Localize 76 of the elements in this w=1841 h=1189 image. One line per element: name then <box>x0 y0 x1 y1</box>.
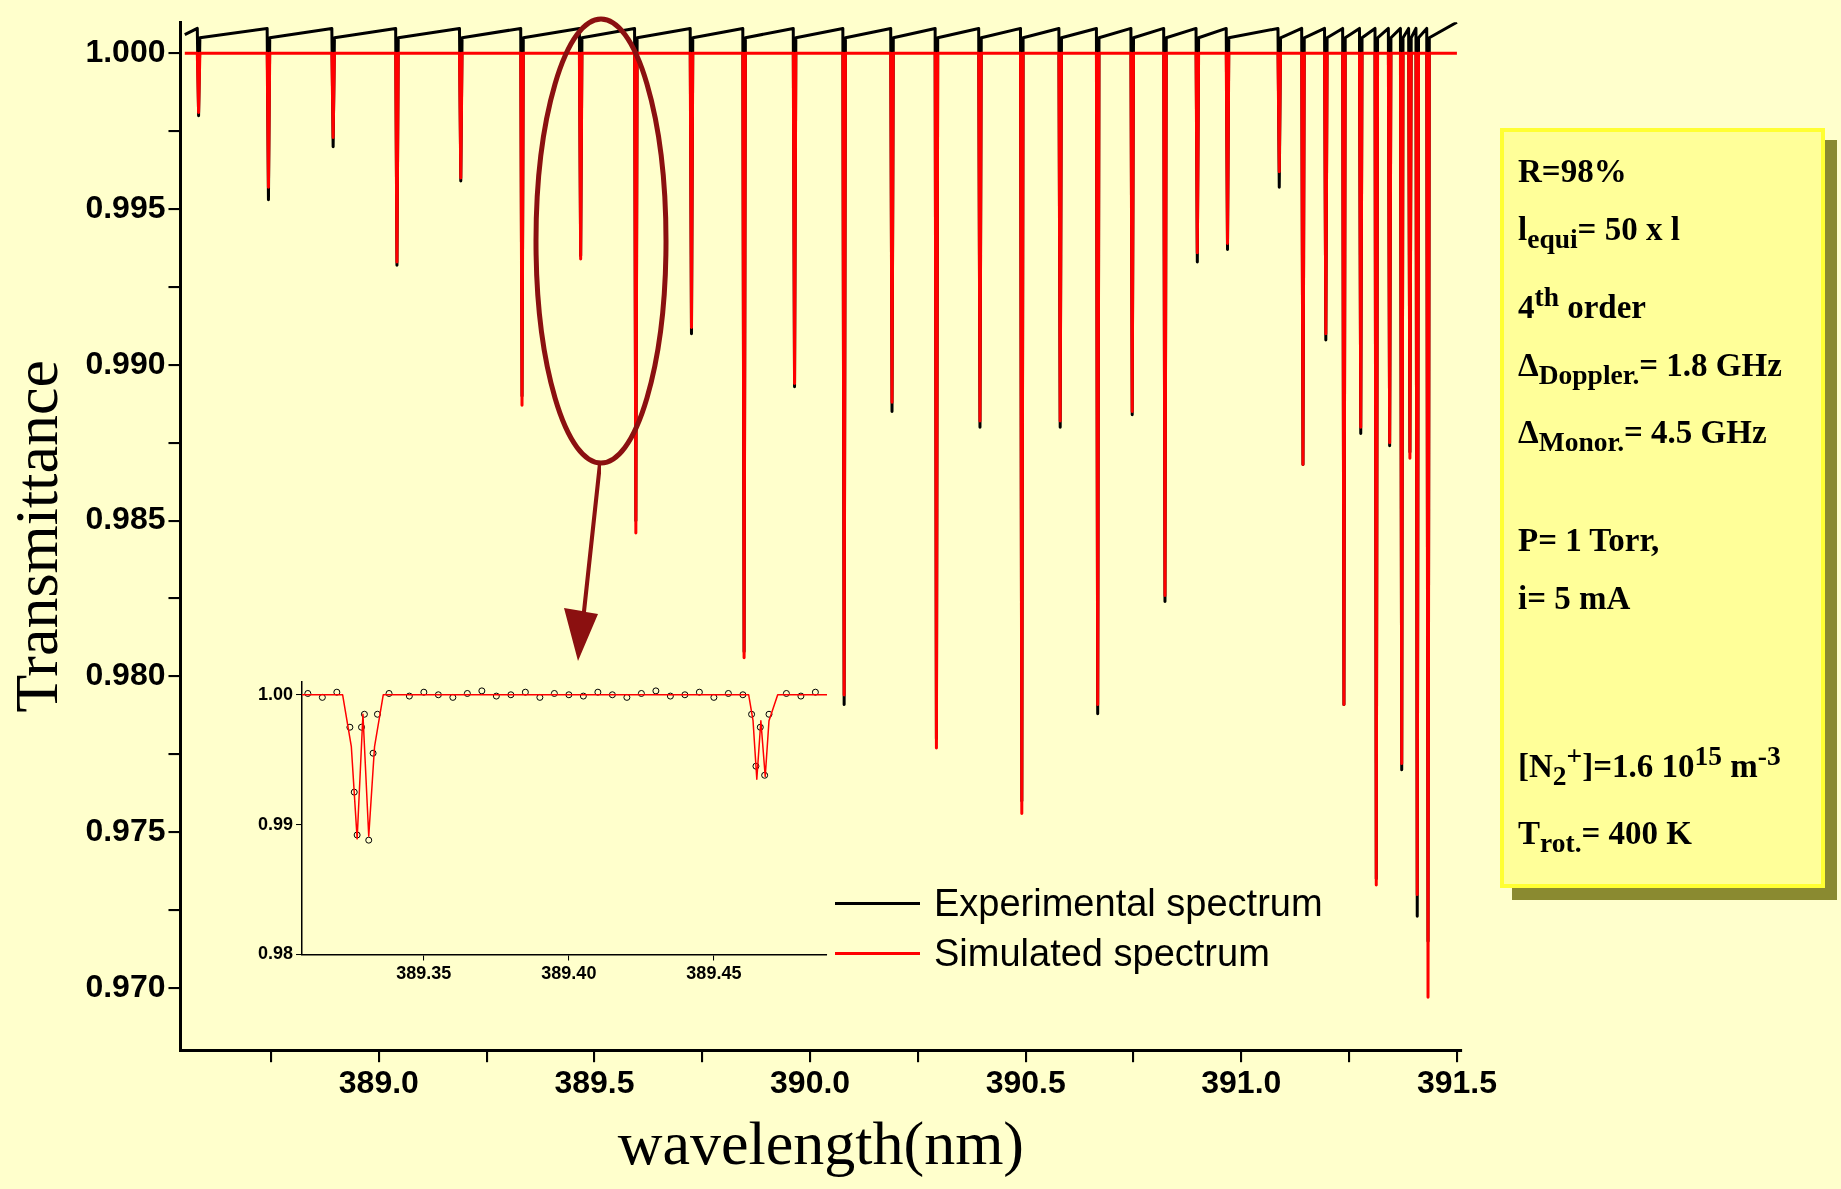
point <box>565 691 573 699</box>
x-tick-label: 389.40 <box>541 963 597 984</box>
point <box>652 687 660 695</box>
y-axis-title: Transmittance <box>2 359 71 713</box>
point <box>623 693 631 701</box>
point <box>594 688 602 696</box>
text: i= 5 mA <box>1518 578 1632 618</box>
point <box>373 710 381 718</box>
y-tick-label: 0.99 <box>257 813 294 834</box>
point <box>405 692 413 700</box>
point <box>748 710 756 718</box>
y-tick-label: 1.000 <box>85 33 166 70</box>
point <box>346 723 354 731</box>
point <box>739 691 747 699</box>
y-tick-label: 1.00 <box>257 683 294 704</box>
point <box>579 692 587 700</box>
point <box>536 693 544 701</box>
point <box>608 691 616 699</box>
point <box>365 836 373 844</box>
point <box>761 771 769 779</box>
y-tick-label: 0.985 <box>85 500 166 537</box>
text: [N$_{2}$$^{+}$]=1.6 10$^{15}$ m$^{-3}$ <box>1518 738 1782 793</box>
text: Δ$_{Monor.}$= 4.5 GHz <box>1518 413 1768 459</box>
point <box>333 688 341 696</box>
x-tick-label: 389.5 <box>554 1064 635 1101</box>
x-tick-label: 389.35 <box>396 963 452 984</box>
point <box>550 689 558 697</box>
point <box>811 688 819 696</box>
point <box>752 762 760 770</box>
point <box>492 692 500 700</box>
y-tick-label: 0.98 <box>257 943 294 964</box>
point <box>637 689 645 697</box>
text: Δ$_{Doppler.}$= 1.8 GHz <box>1518 345 1783 392</box>
text: R=98% <box>1518 152 1628 191</box>
y-tick-label: 0.970 <box>85 967 166 1004</box>
y-tick-label: 0.995 <box>85 188 166 225</box>
text: T$_{rot.}$= 400 K <box>1518 814 1693 860</box>
text: 4$^{th}$ order <box>1518 279 1647 327</box>
point <box>369 749 377 757</box>
y-tick-label: 0.975 <box>85 811 166 848</box>
point <box>360 710 368 718</box>
point <box>782 689 790 697</box>
point <box>521 688 529 696</box>
point <box>353 831 361 839</box>
point <box>357 723 365 731</box>
point <box>666 692 674 700</box>
x-tick-label: 391.5 <box>1416 1064 1497 1101</box>
text: l$_{equi}$= 50 x l <box>1518 210 1681 256</box>
point <box>765 710 773 718</box>
point <box>350 788 358 796</box>
x-tick-label: 391.0 <box>1201 1064 1282 1101</box>
x-tick-label: 389.0 <box>338 1064 419 1101</box>
point <box>463 689 471 697</box>
legend-label: Experimental spectrum <box>934 881 1323 926</box>
x-tick-label: 390.0 <box>770 1064 851 1101</box>
legend-label: Simulated spectrum <box>934 931 1270 976</box>
x-tick-label: 390.5 <box>985 1064 1066 1101</box>
point <box>695 688 703 696</box>
point <box>724 689 732 697</box>
text: P= 1 Torr, <box>1518 520 1661 560</box>
point <box>756 723 764 731</box>
point <box>318 693 326 701</box>
point <box>434 691 442 699</box>
point <box>710 693 718 701</box>
x-tick-label: 389.45 <box>686 963 742 984</box>
point <box>681 691 689 699</box>
x-axis-title: wavelength(nm) <box>617 1109 1025 1179</box>
point <box>385 689 393 697</box>
y-tick-label: 0.980 <box>85 656 166 693</box>
point <box>420 688 428 696</box>
point <box>507 691 515 699</box>
point <box>449 693 457 701</box>
point <box>478 687 486 695</box>
point <box>304 689 312 697</box>
y-tick-label: 0.990 <box>85 344 166 381</box>
point <box>797 692 805 700</box>
